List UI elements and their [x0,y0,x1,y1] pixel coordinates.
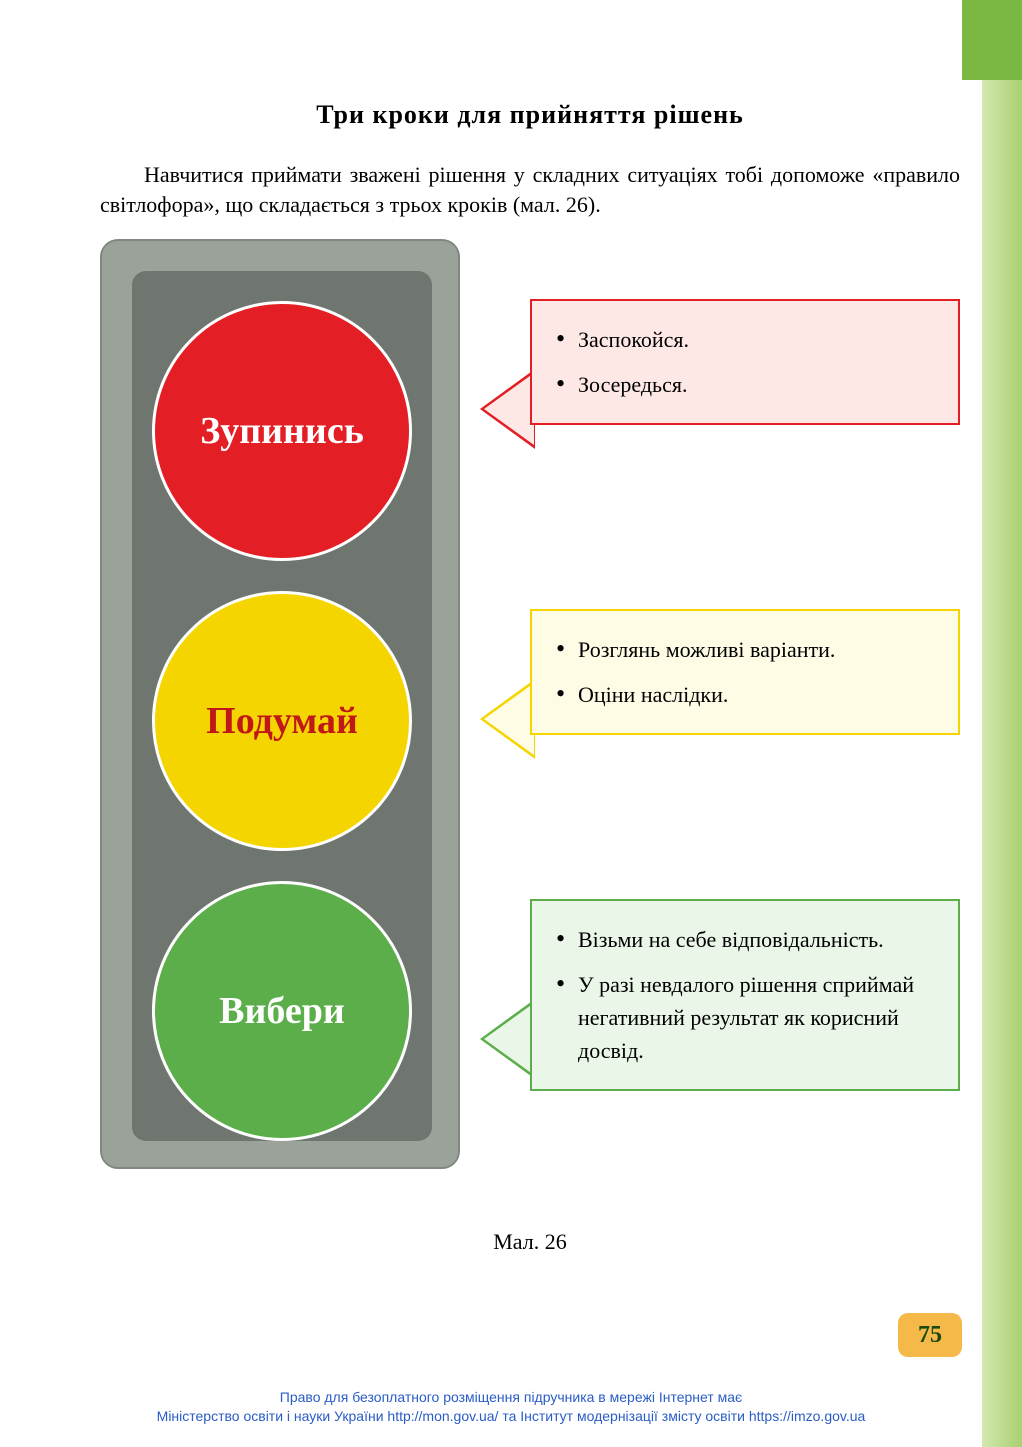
light-red-label: Зупинись [200,409,364,453]
callout-yellow-list: Розглянь можливі варіанти. Оціни наслідк… [556,633,934,711]
callout-green-item: Візьми на себе відповідальність. [556,923,934,956]
page-number: 75 [898,1313,962,1357]
callout-green-item: У разі невдалого рішення сприймай негати… [556,968,934,1067]
corner-tab [962,0,1022,80]
callout-red-item: Заспокойся. [556,323,934,356]
traffic-light-body: Зупинись Подумай Вибери [100,239,460,1169]
light-yellow-label: Подумай [206,699,358,743]
footer-line-2: Міністерство освіти і науки України http… [0,1407,1022,1427]
traffic-light-diagram: Зупинись Подумай Вибери Заспокойся. Зосе… [100,239,960,1219]
section-title: Три кроки для прийняття рішень [100,100,960,130]
callout-yellow-item: Оціни наслідки. [556,678,934,711]
arrow-yellow [480,679,535,759]
light-red: Зупинись [152,301,412,561]
intro-paragraph: Навчитися приймати зважені рішення у скл… [100,160,960,219]
light-yellow: Подумай [152,591,412,851]
page-content: Три кроки для прийняття рішень Навчитися… [100,100,960,1255]
callout-red-item: Зосередься. [556,368,934,401]
footer-line-1: Право для безоплатного розміщення підруч… [0,1388,1022,1408]
callout-green-list: Візьми на себе відповідальність. У разі … [556,923,934,1067]
traffic-light-inner: Зупинись Подумай Вибери [132,271,432,1141]
arrow-red [480,369,535,449]
callout-red: Заспокойся. Зосередься. [530,299,960,425]
callout-red-list: Заспокойся. Зосередься. [556,323,934,401]
callout-yellow: Розглянь можливі варіанти. Оціни наслідк… [530,609,960,735]
footer-credits: Право для безоплатного розміщення підруч… [0,1388,1022,1427]
light-green-label: Вибери [219,989,345,1033]
page-margin-strip [982,0,1022,1447]
arrow-green [480,999,535,1079]
callout-green: Візьми на себе відповідальність. У разі … [530,899,960,1091]
light-green: Вибери [152,881,412,1141]
figure-caption: Мал. 26 [100,1229,960,1255]
callout-yellow-item: Розглянь можливі варіанти. [556,633,934,666]
